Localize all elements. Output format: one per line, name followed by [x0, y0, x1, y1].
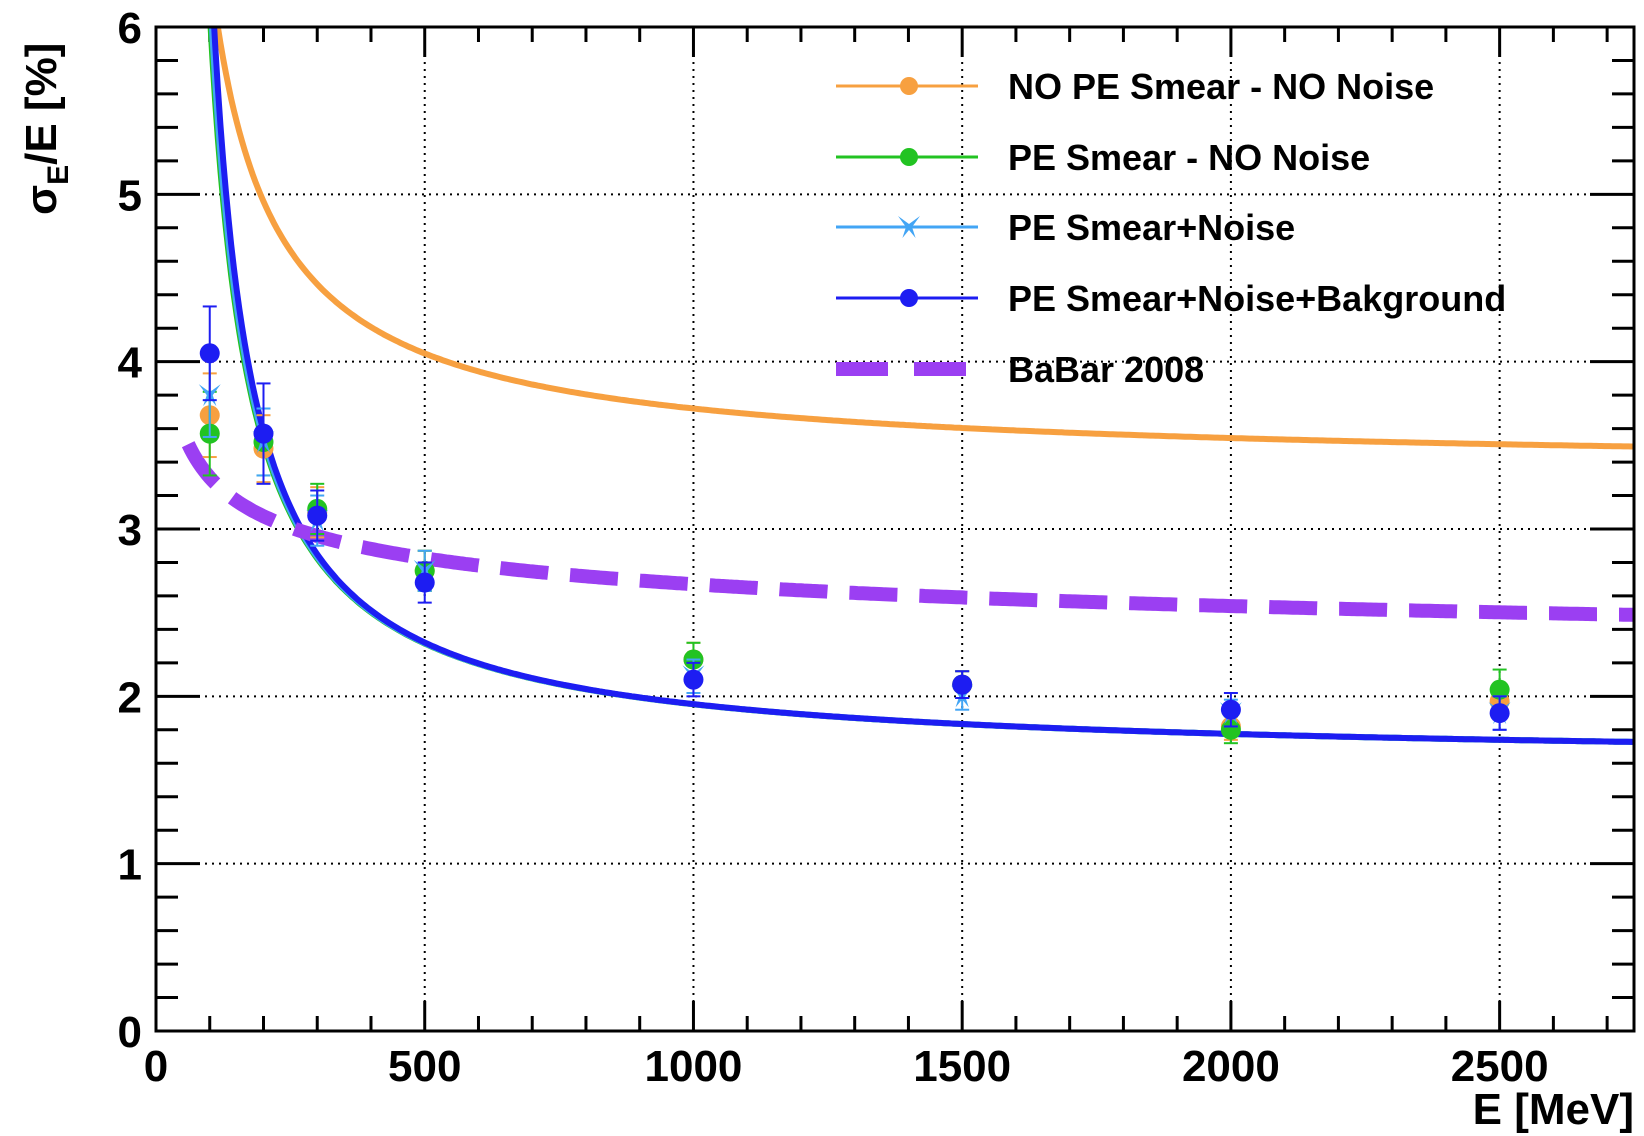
legend: NO PE Smear - NO Noise PE Smear - NO Nois…	[836, 66, 1506, 390]
tick-labels: 0 500 1000 1500 2000 2500 0 1 2 3 4 5 6	[118, 4, 1549, 1091]
legend-marker	[900, 148, 918, 166]
y-tick-label: 6	[118, 4, 142, 53]
data-point	[1220, 699, 1241, 720]
y-tick-label: 0	[118, 1008, 142, 1057]
y-tick-label: 4	[118, 339, 143, 388]
x-tick-label: 1000	[645, 1042, 743, 1091]
y-axis-title-subscript: E	[42, 165, 75, 185]
x-tick-label: 2000	[1182, 1042, 1280, 1091]
data-point	[1220, 719, 1241, 740]
data-point	[952, 674, 973, 695]
y-tick-label: 2	[118, 673, 142, 722]
fit-curve-series-3	[211, 27, 1634, 745]
data-point	[307, 505, 328, 526]
legend-label: PE Smear - NO Noise	[1008, 137, 1370, 178]
legend-entry: PE Smear - NO Noise	[836, 137, 1370, 178]
data-point	[199, 343, 220, 364]
y-axis-title-main: σ	[17, 185, 66, 215]
data-point	[1489, 679, 1510, 700]
legend-label: NO PE Smear - NO Noise	[1008, 66, 1434, 107]
legend-label: PE Smear+Noise+Bakground	[1008, 278, 1506, 319]
data-point	[1489, 703, 1510, 724]
legend-marker	[900, 289, 918, 307]
y-tick-label: 1	[118, 841, 142, 890]
x-tick-label: 1500	[913, 1042, 1011, 1091]
legend-entry: PE Smear+Noise	[836, 207, 1295, 248]
fit-curve-series-0	[214, 27, 1634, 450]
legend-label: PE Smear+Noise	[1008, 207, 1295, 248]
legend-entry: BaBar 2008	[836, 349, 1204, 390]
x-tick-label: 500	[388, 1042, 461, 1091]
y-tick-label: 3	[118, 506, 142, 555]
x-tick-label: 0	[144, 1042, 168, 1091]
data-point	[414, 572, 435, 593]
data-points	[198, 305, 1511, 745]
legend-marker-star	[898, 216, 920, 238]
y-axis-title-rest: /E [%]	[17, 43, 66, 165]
data-point	[683, 669, 704, 690]
legend-label: BaBar 2008	[1008, 349, 1204, 390]
grid	[156, 27, 1634, 1031]
legend-entry: NO PE Smear - NO Noise	[836, 66, 1434, 107]
x-axis-title: E [MeV]	[1473, 1085, 1634, 1134]
y-axis-title: σE/E [%]	[17, 43, 75, 215]
plot-frame	[154, 25, 1636, 1033]
legend-entry: PE Smear+Noise+Bakground	[836, 278, 1506, 319]
x-tick-label: 2500	[1451, 1042, 1549, 1091]
data-point	[253, 423, 274, 444]
fit-curves	[181, 27, 1634, 745]
y-tick-label: 5	[118, 171, 142, 220]
legend-marker	[900, 77, 918, 95]
